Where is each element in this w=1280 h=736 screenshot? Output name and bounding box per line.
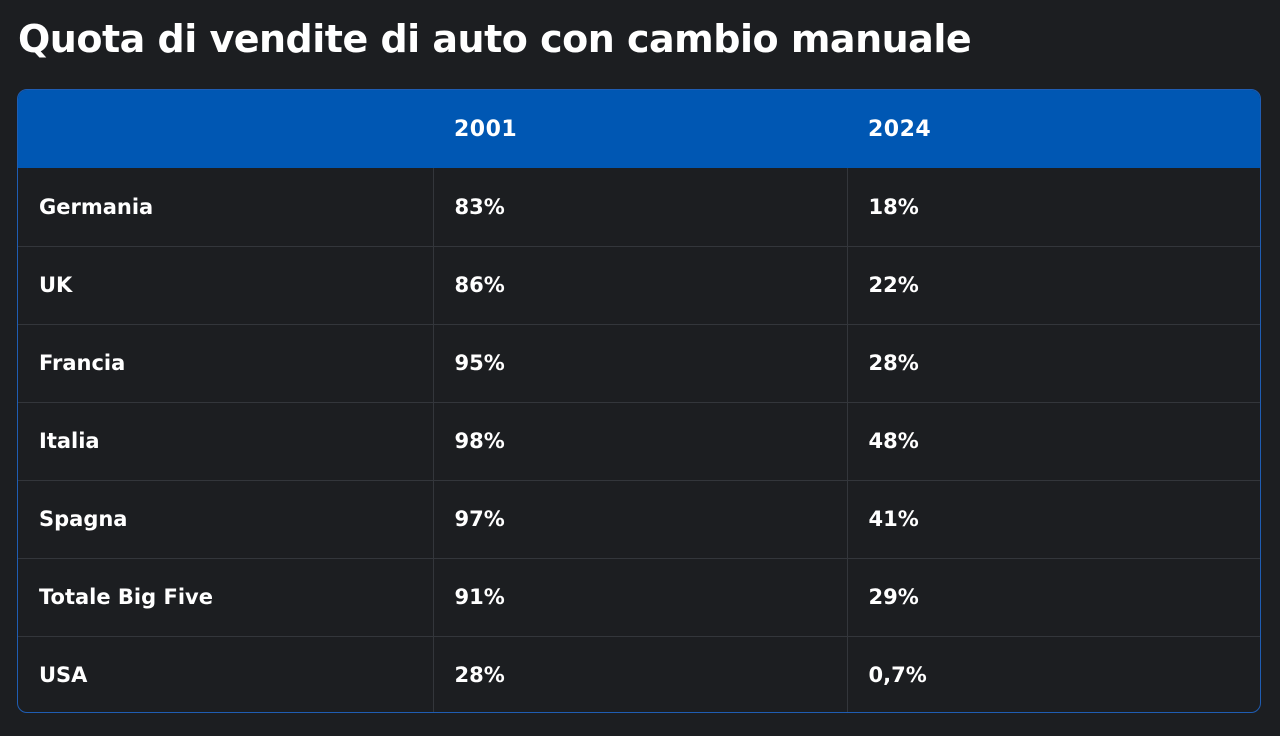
row-label-cell: Francia	[18, 323, 433, 402]
value-cell-2001: 83%	[432, 168, 847, 246]
table-row: Spagna 97% 41%	[18, 479, 1260, 558]
table-row: Germania 83% 18%	[18, 168, 1260, 246]
table-row: UK 86% 22%	[18, 245, 1260, 324]
row-label-cell: UK	[18, 245, 433, 324]
table-header-row: 2001 2024	[18, 90, 1260, 168]
value-cell-2001: 98%	[432, 401, 847, 480]
value-cell-2001: 95%	[432, 323, 847, 402]
value-cell-2024: 29%	[846, 557, 1260, 636]
header-cell-2024: 2024	[868, 116, 932, 142]
value-cell-2024: 28%	[846, 323, 1260, 402]
header-cell-2001: 2001	[454, 116, 518, 142]
row-label-cell: Totale Big Five	[18, 557, 433, 636]
value-cell-2024: 22%	[846, 245, 1260, 324]
table-row: Italia 98% 48%	[18, 401, 1260, 480]
data-table-card: 2001 2024 Germania 83% 18% UK 86% 22% Fr…	[17, 89, 1261, 713]
value-cell-2001: 28%	[432, 635, 847, 712]
table-row: USA 28% 0,7%	[18, 635, 1260, 712]
value-cell-2024: 18%	[846, 168, 1260, 246]
header-cell-country	[18, 90, 433, 168]
value-cell-2001: 97%	[432, 479, 847, 558]
table-row: Totale Big Five 91% 29%	[18, 557, 1260, 636]
row-label-cell: Germania	[39, 194, 154, 219]
value-cell-2024: 48%	[846, 401, 1260, 480]
row-label-cell: Italia	[18, 401, 433, 480]
page-title: Quota di vendite di auto con cambio manu…	[18, 17, 972, 61]
value-cell-2001: 91%	[432, 557, 847, 636]
data-table: 2001 2024 Germania 83% 18% UK 86% 22% Fr…	[18, 90, 1260, 712]
row-label-cell: USA	[18, 635, 433, 712]
value-cell-2024: 0,7%	[846, 635, 1260, 712]
value-cell-2001: 86%	[432, 245, 847, 324]
value-cell-2024: 41%	[846, 479, 1260, 558]
table-row: Francia 95% 28%	[18, 323, 1260, 402]
row-label-cell: Spagna	[18, 479, 433, 558]
